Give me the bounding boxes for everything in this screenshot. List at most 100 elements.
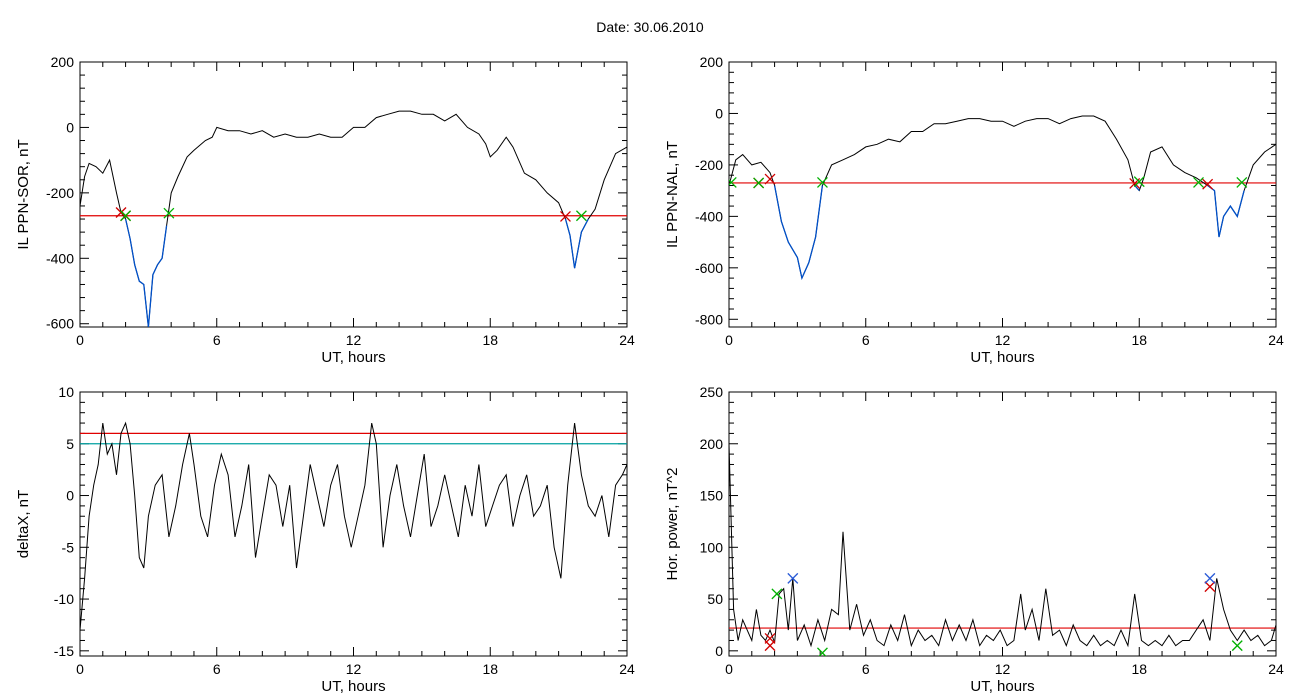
x-tick-label: 24 [619,661,635,677]
y-tick-label: 200 [700,436,724,452]
marker-stroke [120,210,132,222]
panel-deltax: 0 6 12 18 24 -15 -10 -5 0 5 10 UT, hours deltaX, nT [15,384,635,695]
marker-stroke [764,173,776,185]
marker-stroke [163,207,175,219]
x-tick-label: 12 [346,661,362,677]
plot-frame [79,391,628,657]
marker-stroke [816,176,828,188]
y-tick-label: 0 [66,488,74,504]
marker-stroke [1202,178,1214,190]
y-tick-label: 150 [700,488,724,504]
y-tick-label: 0 [66,119,74,135]
y-tick-label: -15 [54,643,74,659]
y-tick-label: 250 [700,384,724,400]
event-marker-green [1231,640,1243,652]
marker-stroke [818,647,828,656]
x-axis-title: UT, hours [970,678,1034,695]
x-axis-title: UT, hours [321,678,385,695]
panel-hor-power: 0 6 12 18 24 0 50 100 150 200 250 UT, hours Hor. pow… [664,384,1284,695]
marker-stroke [115,207,127,218]
below-threshold-segment [564,218,589,269]
y-axis-title: Hor. power, nT^2 [664,468,681,581]
x-axis-title: UT, hours [970,349,1034,366]
y-tick-label: 0 [715,105,723,121]
y-tick-label: -800 [695,311,723,327]
marker-stroke [771,588,783,600]
x-tick-label: 6 [862,332,870,348]
x-tick-label: 6 [213,332,221,348]
x-tick-label: 24 [1268,332,1284,348]
marker-stroke [1236,176,1248,188]
y-tick-label: -400 [695,208,723,224]
event-marker-blue [787,572,799,584]
x-tick-label: 18 [1131,661,1147,677]
x-tick-label: 0 [725,661,733,677]
x-tick-label: 24 [619,332,635,348]
y-axis-title: deltaX, nT [15,490,32,558]
marker-stroke [1204,581,1216,593]
event-marker-red [1204,581,1216,593]
event-marker-green [771,588,783,600]
y-tick-label: 5 [66,436,74,452]
marker-stroke [1204,572,1216,584]
plot-area [80,421,627,631]
x-tick-label: 0 [76,661,84,677]
event-marker-green [816,647,828,656]
y-tick-label: 100 [700,539,724,555]
plot-frame [728,61,1277,328]
x-tick-label: 12 [346,332,362,348]
marker-stroke [753,177,765,189]
panel-ppn-sor: 0 6 12 18 24 -600 -400 -200 0 200 UT, hours IL PPN-… [15,54,635,366]
y-tick-label: -400 [46,250,74,266]
below-threshold-segment [773,185,824,281]
y-axis-title: IL PPN-SOR, nT [15,139,32,249]
plot-area [729,443,1276,656]
x-tick-label: 12 [995,332,1011,348]
y-tick-label: 0 [715,643,723,659]
event-marker-green [1193,176,1204,188]
event-marker-green [729,176,737,188]
event-marker-green [816,176,828,188]
event-marker-green [120,210,132,222]
plot-area [80,110,627,327]
below-threshold-segment [1134,185,1140,192]
event-marker-red [764,173,776,185]
figure-date-title: Date: 30.06.2010 [596,19,704,35]
series-line [729,443,1276,648]
event-marker-red [1202,178,1214,190]
y-tick-label: -10 [54,591,74,607]
event-marker-red [115,207,127,218]
y-tick-label: -600 [695,260,723,276]
y-tick-label: -200 [46,185,74,201]
x-axis-title: UT, hours [321,349,385,366]
x-tick-label: 6 [862,661,870,677]
y-tick-label: 10 [58,384,74,400]
plot-area [729,115,1276,281]
series-line [80,421,627,631]
event-marker-red [560,210,571,222]
y-tick-label: -200 [695,157,723,173]
x-tick-label: 18 [1131,332,1147,348]
event-marker-red [764,640,776,652]
x-tick-label: 0 [725,332,733,348]
event-marker-green [1236,176,1248,188]
marker-stroke [729,176,737,186]
x-tick-label: 24 [1268,661,1284,677]
event-marker-green [1133,176,1145,188]
plot-frame [79,61,628,328]
y-tick-label: -600 [46,316,74,332]
marker-stroke [764,640,776,652]
marker-stroke [560,210,571,222]
panel-ppn-nal: 0 6 12 18 24 -800 -600 -400 -200 0 200 UT, hours IL … [664,54,1284,366]
y-tick-label: -5 [62,539,75,555]
x-tick-label: 18 [482,332,498,348]
marker-stroke [1133,176,1145,188]
y-tick-label: 50 [707,591,723,607]
plot-frame [728,391,1277,657]
x-tick-label: 12 [995,661,1011,677]
x-tick-label: 18 [482,661,498,677]
below-threshold-segment [1207,184,1245,238]
marker-stroke [575,210,587,222]
event-marker-green [575,210,587,222]
